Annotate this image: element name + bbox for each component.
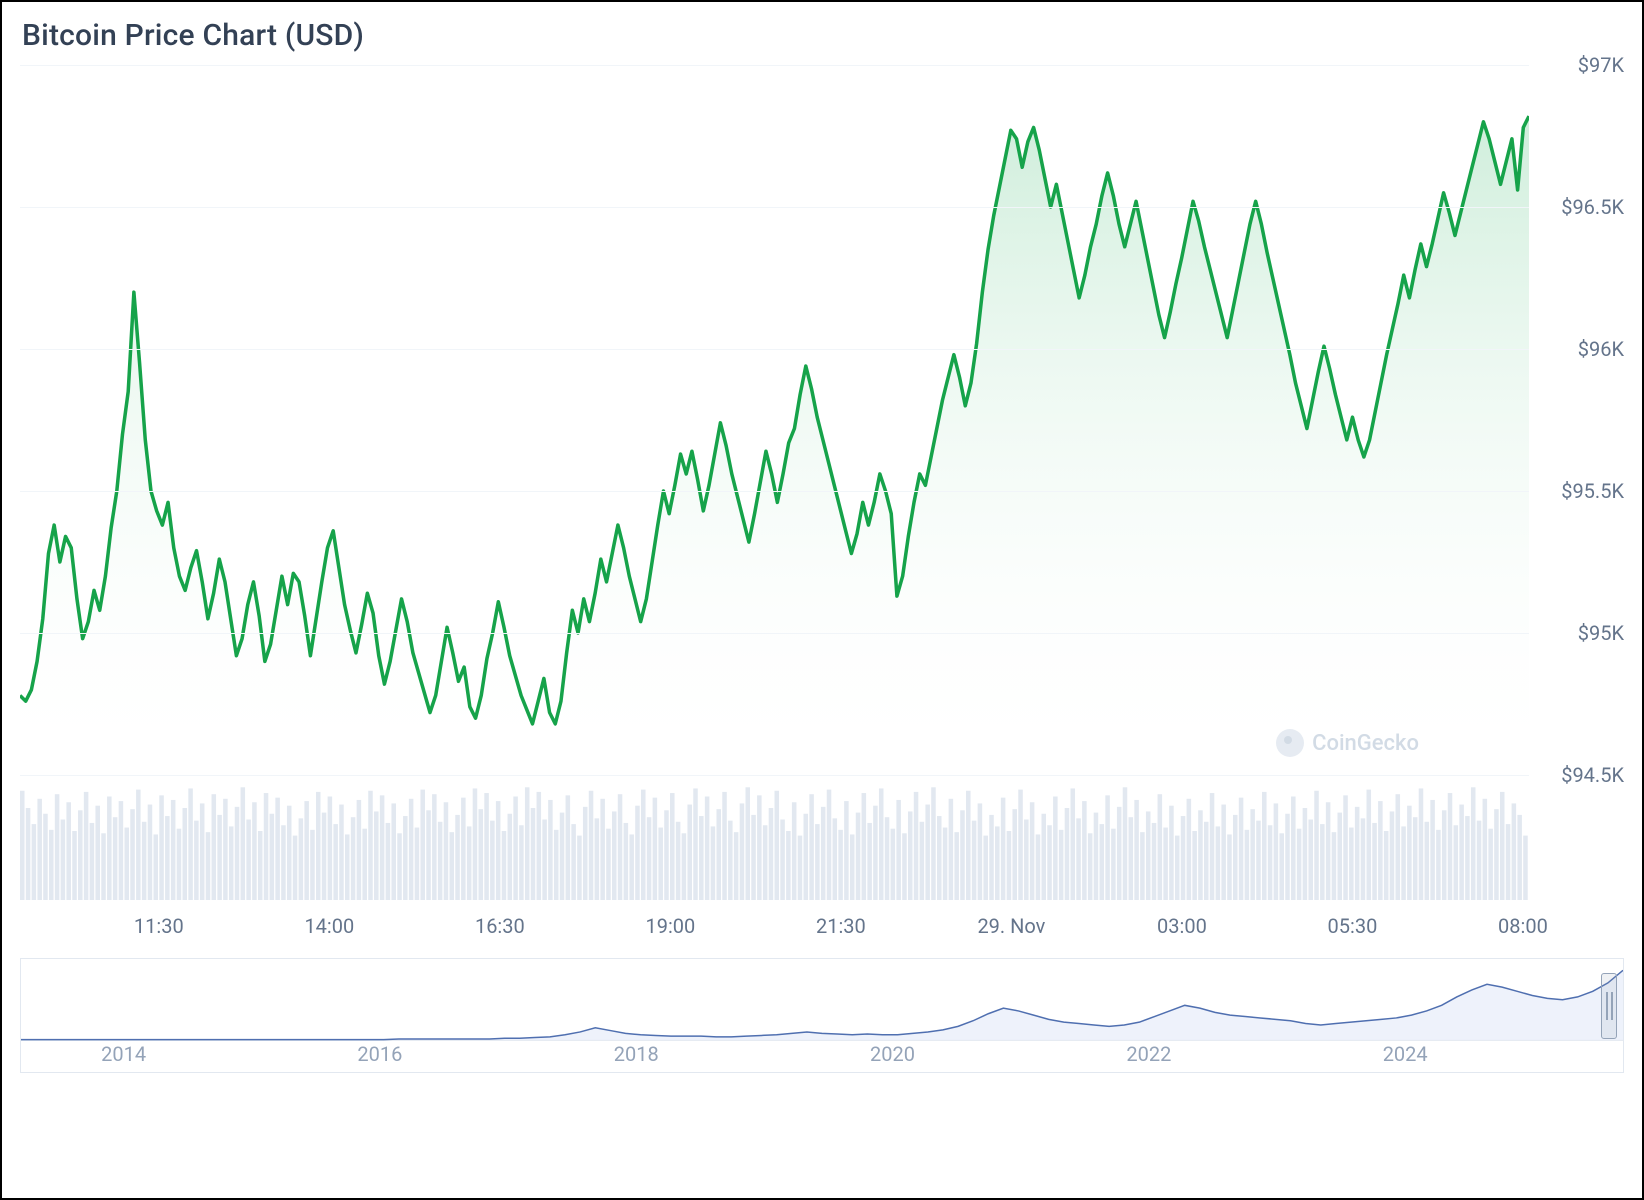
price-chart[interactable]: CoinGecko $97K$96.5K$96K$95.5K$95K$94.5K [20, 65, 1624, 775]
x-tick-label: 16:30 [475, 914, 525, 938]
chart-frame: Bitcoin Price Chart (USD) CoinGecko $97K… [0, 0, 1644, 1200]
y-tick-label: $96K [1578, 337, 1624, 361]
x-tick-label: 29. Nov [977, 914, 1045, 938]
navigator-tick-label: 2020 [870, 1042, 915, 1066]
watermark: CoinGecko [1276, 729, 1419, 757]
y-tick-label: $95.5K [1561, 479, 1624, 503]
navigator-tick-label: 2016 [357, 1042, 402, 1066]
price-plot-area[interactable]: CoinGecko [20, 65, 1529, 775]
watermark-text: CoinGecko [1312, 731, 1419, 756]
volume-chart[interactable] [20, 785, 1529, 900]
coingecko-icon [1276, 729, 1304, 757]
x-tick-label: 14:00 [304, 914, 354, 938]
x-axis: 11:30 14:00 16:30 19:00 21:30 29. Nov 03:00 05:… [20, 908, 1529, 942]
y-tick-label: $94.5K [1561, 763, 1624, 787]
y-tick-label: $96.5K [1561, 195, 1624, 219]
x-tick-label: 21:30 [816, 914, 866, 938]
navigator-tick-label: 2024 [1383, 1042, 1428, 1066]
navigator-tick-label: 2014 [101, 1042, 146, 1066]
navigator-x-axis: 2014 2016 2018 2020 2022 2024 [21, 1042, 1623, 1066]
x-tick-label: 03:00 [1157, 914, 1207, 938]
x-tick-label: 08:00 [1498, 914, 1548, 938]
x-tick-label: 11:30 [134, 914, 184, 938]
navigator-handle[interactable] [1601, 973, 1617, 1039]
navigator-tick-label: 2022 [1126, 1042, 1171, 1066]
y-tick-label: $95K [1578, 621, 1624, 645]
x-tick-label: 19:00 [645, 914, 695, 938]
chart-title: Bitcoin Price Chart (USD) [20, 12, 1624, 59]
y-axis: $97K$96.5K$96K$95.5K$95K$94.5K [1534, 65, 1624, 775]
x-tick-label: 05:30 [1328, 914, 1378, 938]
navigator-chart[interactable]: 2014 2016 2018 2020 2022 2024 [20, 958, 1624, 1073]
y-tick-label: $97K [1578, 53, 1624, 77]
navigator-tick-label: 2018 [614, 1042, 659, 1066]
price-line [20, 65, 1529, 775]
volume-bars [20, 785, 1529, 900]
